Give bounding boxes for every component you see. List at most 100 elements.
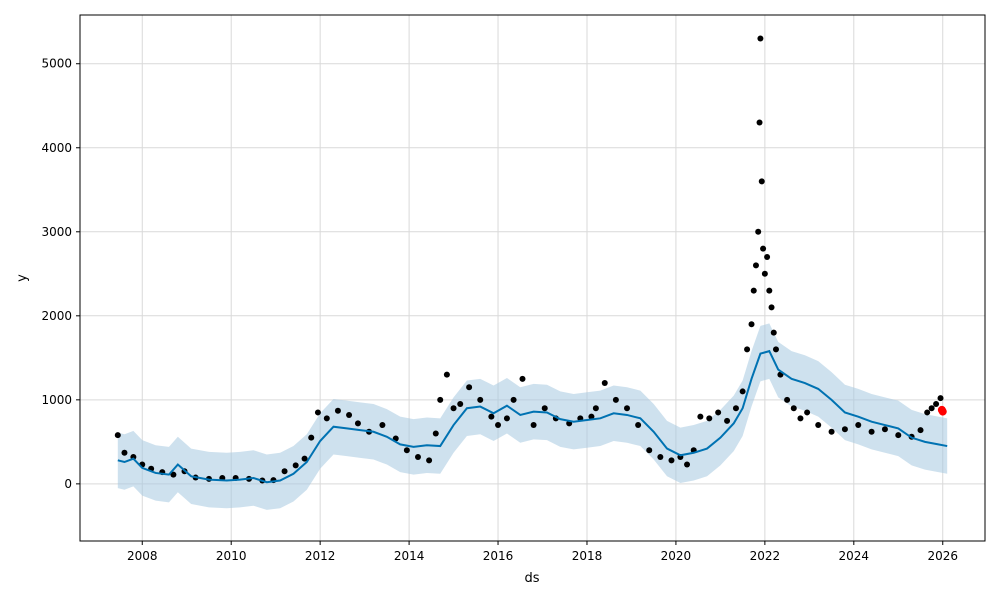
y-tick-label: 1000 [41,393,72,407]
observed-point [114,432,121,439]
observed-point [450,405,457,412]
observed-point [715,409,722,416]
y-tick-label: 4000 [41,141,72,155]
x-tick-label: 2026 [927,549,958,563]
observed-point [706,415,713,422]
observed-point [772,346,779,353]
observed-point [437,396,444,403]
x-tick-label: 2012 [305,549,336,563]
observed-point [308,434,315,441]
observed-point [732,405,739,412]
observed-point [766,287,773,294]
observed-point [760,245,767,252]
x-tick-label: 2020 [661,549,692,563]
observed-point [601,380,608,387]
observed-point [756,119,763,126]
observed-point [924,409,931,416]
forecast-line [117,349,948,484]
observed-point [541,405,548,412]
observed-point [684,461,691,468]
x-tick-label: 2022 [750,549,781,563]
observed-point [917,427,924,434]
observed-point [928,405,935,412]
observed-point [354,420,361,427]
observed-point [868,428,875,435]
observed-point [457,401,464,408]
observed-point [612,396,619,403]
observed-point [841,426,848,433]
observed-point [739,388,746,395]
observed-point [121,449,128,456]
observed-point [724,417,731,424]
observed-point [414,453,421,460]
observed-point [646,447,653,454]
observed-point [346,411,353,418]
observed-point [301,455,308,462]
observed-point [488,413,495,420]
observed-point [697,413,704,420]
x-tick-label: 2018 [572,549,603,563]
observed-point [881,426,888,433]
observed-point [323,415,330,422]
observed-point [314,409,321,416]
observed-point [588,413,595,420]
observed-point [768,304,775,311]
observed-point [744,346,751,353]
x-tick-label: 2010 [216,549,247,563]
observed-point [828,428,835,435]
observed-point [495,422,502,429]
uncertainty-interval [117,323,948,510]
observed-point [761,270,768,277]
observed-point [752,262,759,269]
y-tick-label: 0 [64,477,72,491]
y-tick-label: 5000 [41,57,72,71]
y-tick-label: 2000 [41,309,72,323]
observed-point [624,405,631,412]
observed-point [937,395,944,402]
highlight-point [938,407,947,416]
observed-point [292,462,299,469]
observed-point [748,321,755,328]
observed-point [477,396,484,403]
observed-point [334,407,341,414]
x-tick-label: 2014 [394,549,425,563]
x-axis-label: ds [524,571,539,586]
observed-point [750,287,757,294]
x-tick-label: 2008 [127,549,158,563]
observed-point [755,228,762,235]
observed-point [855,422,862,429]
observed-point [757,35,764,42]
observed-point [510,396,517,403]
observed-point [519,375,526,382]
highlight-points [937,405,947,416]
y-tick-label: 3000 [41,225,72,239]
observed-point [635,422,642,429]
observed-point [466,384,473,391]
observed-point [770,329,777,336]
observed-point [933,401,940,408]
observed-point [432,430,439,437]
observed-point [784,396,791,403]
observed-point [530,422,537,429]
observed-point [895,432,902,439]
observed-point [790,405,797,412]
observed-point [668,457,675,464]
observed-point [443,371,450,378]
observed-point [426,457,433,464]
observed-point [758,178,765,185]
observed-point [379,422,386,429]
observed-point [764,253,771,260]
observed-point [592,405,599,412]
x-axis-ticks: 2008 2010 2012 2014 2016 2018 2020 2022 2024 2026 [127,541,958,563]
observed-point [503,415,510,422]
observed-point [281,468,288,475]
observed-point [797,415,804,422]
observed-point [804,409,811,416]
observed-point [815,422,822,429]
observed-point [657,453,664,460]
observed-point [170,471,177,478]
x-tick-label: 2024 [839,549,870,563]
observed-point [403,447,410,454]
